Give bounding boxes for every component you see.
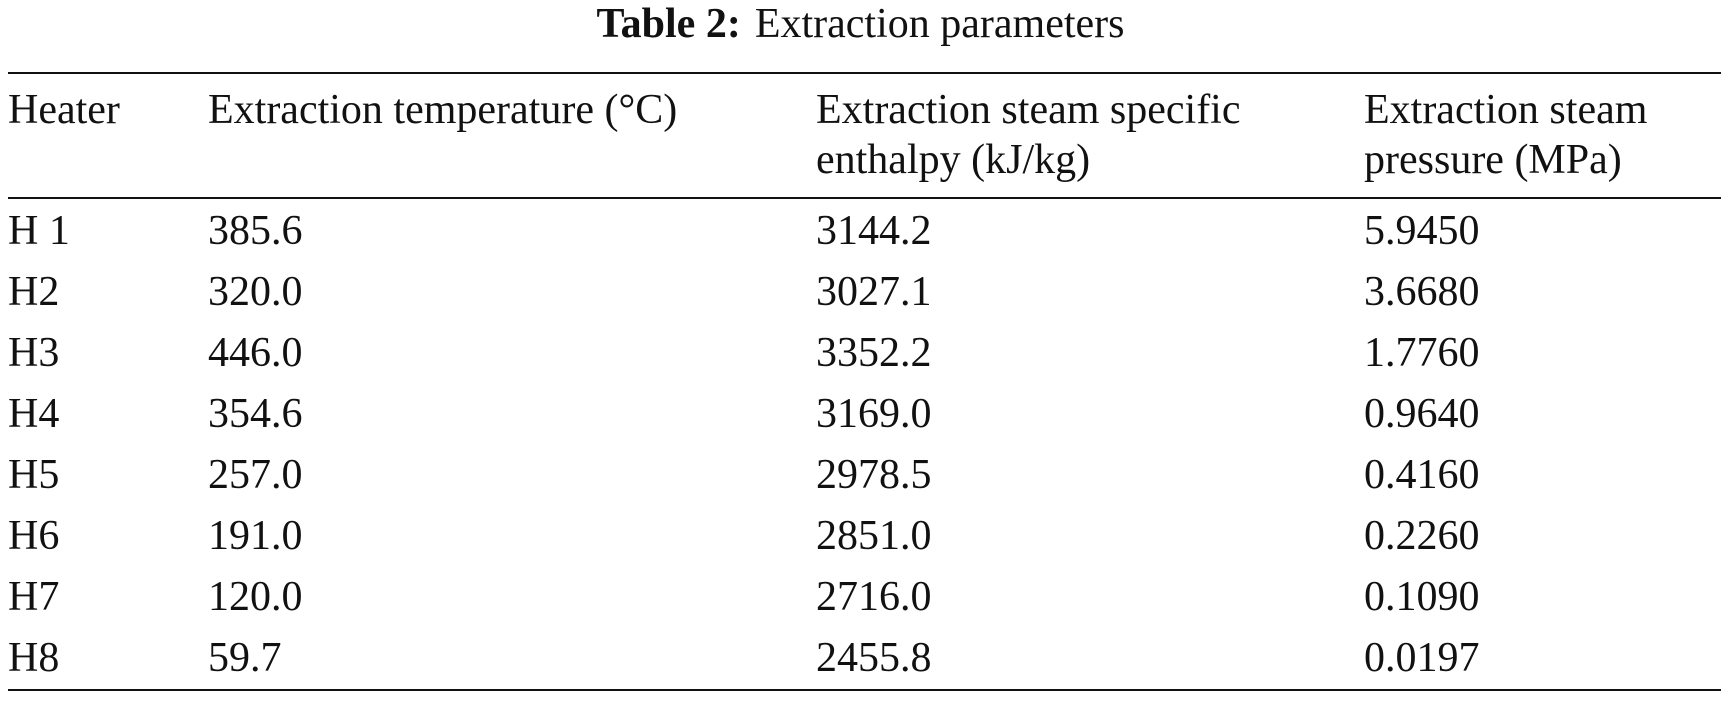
table-caption-label: Table 2: (596, 1, 741, 47)
table-row: H6 191.0 2851.0 0.2260 (8, 506, 1721, 567)
cell-temperature: 320.0 (208, 269, 303, 315)
table-row: H8 59.7 2455.8 0.0197 (8, 628, 1721, 690)
cell-pressure: 0.4160 (1364, 452, 1480, 498)
cell-enthalpy: 2978.5 (816, 452, 932, 498)
table-body: H 1 385.6 3144.2 5.9450 H2 320.0 3027.1 … (8, 198, 1721, 690)
cell-heater: H 1 (8, 208, 70, 254)
extraction-parameters-table: Heater Extraction temperature (°C) Extra… (8, 72, 1721, 691)
header-extraction-temperature: Extraction temperature (°C) (208, 87, 678, 133)
cell-enthalpy: 2851.0 (816, 513, 932, 559)
cell-temperature: 59.7 (208, 635, 282, 681)
cell-heater: H8 (8, 635, 60, 681)
header-extraction-pressure: Extraction steam pressure (MPa) (1364, 87, 1648, 183)
table-row: H2 320.0 3027.1 3.6680 (8, 262, 1721, 323)
table-row: H3 446.0 3352.2 1.7760 (8, 323, 1721, 384)
cell-temperature: 446.0 (208, 330, 303, 376)
cell-temperature: 191.0 (208, 513, 303, 559)
cell-pressure: 0.0197 (1364, 635, 1480, 681)
cell-heater: H5 (8, 452, 60, 498)
table-row: H5 257.0 2978.5 0.4160 (8, 445, 1721, 506)
cell-enthalpy: 3027.1 (816, 269, 932, 315)
cell-heater: H3 (8, 330, 60, 376)
table-caption-title: Extraction parameters (754, 1, 1125, 47)
cell-temperature: 385.6 (208, 208, 303, 254)
cell-temperature: 257.0 (208, 452, 303, 498)
table-row: H7 120.0 2716.0 0.1090 (8, 567, 1721, 628)
cell-pressure: 0.9640 (1364, 391, 1480, 437)
cell-heater: H4 (8, 391, 60, 437)
cell-enthalpy: 3169.0 (816, 391, 932, 437)
cell-pressure: 1.7760 (1364, 330, 1480, 376)
cell-enthalpy: 3352.2 (816, 330, 932, 376)
cell-enthalpy: 2455.8 (816, 635, 932, 681)
table-header: Heater Extraction temperature (°C) Extra… (8, 73, 1721, 198)
cell-temperature: 354.6 (208, 391, 303, 437)
cell-pressure: 0.1090 (1364, 574, 1480, 620)
cell-pressure: 0.2260 (1364, 513, 1480, 559)
cell-enthalpy: 2716.0 (816, 574, 932, 620)
cell-heater: H7 (8, 574, 60, 620)
table-row: H 1 385.6 3144.2 5.9450 (8, 198, 1721, 262)
table-row: H4 354.6 3169.0 0.9640 (8, 384, 1721, 445)
cell-heater: H6 (8, 513, 60, 559)
header-heater: Heater (8, 87, 120, 133)
cell-enthalpy: 3144.2 (816, 208, 932, 254)
cell-pressure: 3.6680 (1364, 269, 1480, 315)
header-extraction-enthalpy: Extraction steam specific enthalpy (kJ/k… (816, 87, 1241, 183)
table-header-row: Heater Extraction temperature (°C) Extra… (8, 73, 1721, 198)
cell-heater: H2 (8, 269, 60, 315)
table-caption: Table 2: Extraction parameters (0, 0, 1721, 48)
cell-temperature: 120.0 (208, 574, 303, 620)
cell-pressure: 5.9450 (1364, 208, 1480, 254)
